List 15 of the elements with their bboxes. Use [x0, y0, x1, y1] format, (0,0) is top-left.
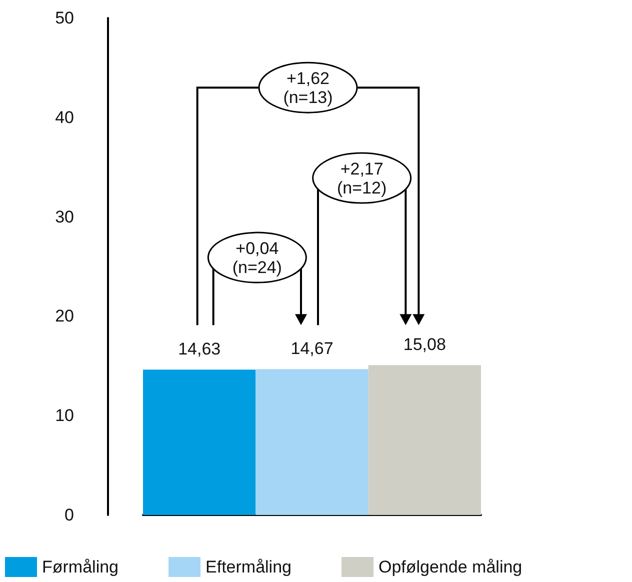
legend-label: Eftermåling: [206, 558, 292, 576]
y-tick-label: 0: [64, 506, 74, 524]
y-tick-label: 30: [55, 207, 74, 226]
annotation: +0,04 (n=24): [232, 239, 282, 278]
legend-label: Førmåling: [42, 558, 119, 576]
data-label: 14,63: [178, 340, 221, 359]
y-tick-label: 50: [55, 8, 74, 28]
data-label: 14,67: [290, 339, 334, 358]
annotation: +2,17 (n=12): [337, 160, 387, 198]
y-tick-label: 20: [55, 306, 74, 326]
data-label: 15,08: [403, 335, 446, 354]
y-tick-label: 40: [55, 108, 74, 127]
annotation: +1,62 (n=13): [283, 69, 333, 108]
y-tick-label: 10: [55, 406, 74, 426]
legend-label: Opfølgende måling: [378, 558, 522, 576]
